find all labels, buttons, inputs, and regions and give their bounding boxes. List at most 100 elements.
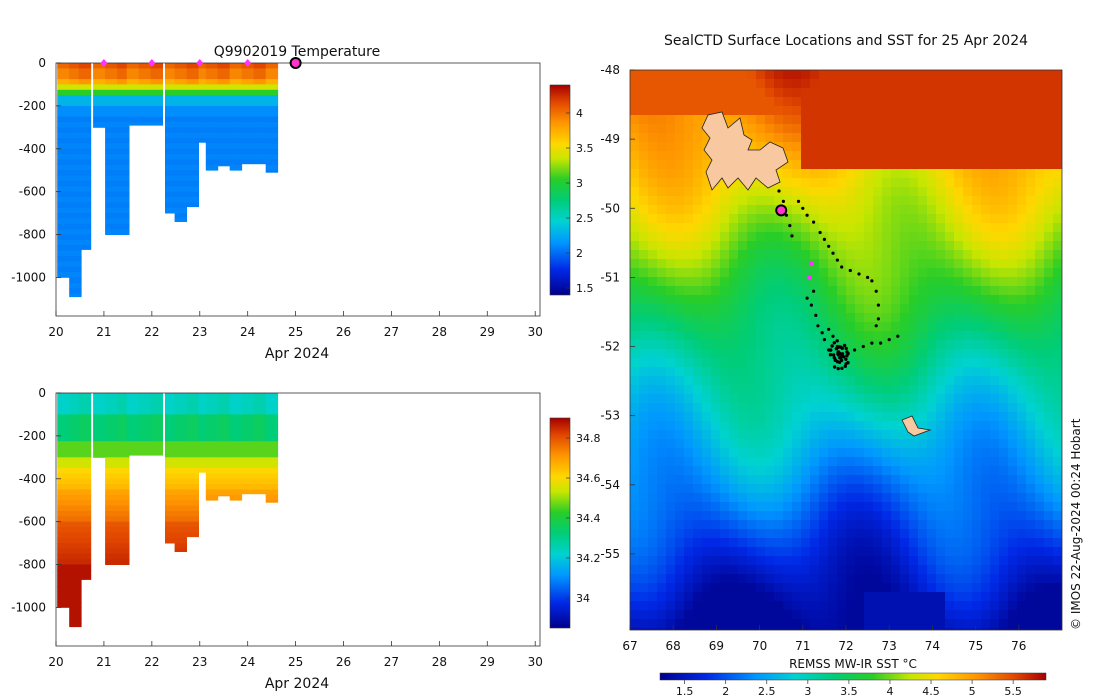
lon-tick-label: 76 [1011,639,1026,653]
sst-cell [882,97,892,107]
section-cell [57,500,70,506]
sst-cell [810,151,820,161]
section-cell [165,164,178,171]
sst-cell [693,268,703,278]
sst-cell [702,421,712,431]
sst-cell [981,223,991,233]
sst-cell [828,88,838,98]
section-cell [150,73,163,80]
sst-cell [1035,223,1045,233]
sst-cell [819,196,829,206]
sst-cell [828,547,838,557]
sst-cell [738,520,748,530]
sst-cell [918,205,928,215]
sst-cell [954,439,964,449]
section-cell [241,473,255,480]
sst-cell [990,178,1000,188]
sst-cell [927,376,937,386]
sst-cell [657,313,667,323]
sst-cell [756,565,766,575]
section-cell [265,95,279,101]
sst-cell [729,106,739,116]
section-cell [117,409,130,415]
sst-cell [990,520,1000,530]
section-cell [69,272,82,278]
sst-cell [945,574,955,584]
sst-cell [882,250,892,260]
sst-cell [963,367,973,377]
sst-cell [1008,70,1018,80]
sst-cell [1044,106,1054,116]
sst-colorbar-tick-label: 3.5 [840,685,858,698]
sst-cell [801,115,811,125]
section-cell [150,122,163,126]
sst-cell [945,277,955,287]
sst-cell [702,70,712,80]
sst-cell [927,430,937,440]
sst-cell [945,610,955,620]
sst-cell [819,313,829,323]
sst-cell [711,70,721,80]
sst-cell [675,250,685,260]
sst-cell [873,556,883,566]
sst-cell [891,97,901,107]
sst-cell [783,133,793,143]
sst-cell [882,565,892,575]
sst-cell [675,376,685,386]
sst-cell [648,196,658,206]
sst-cell [891,151,901,161]
section-cell [165,537,178,544]
sst-cell [999,511,1009,521]
sst-cell [981,430,991,440]
sst-cell [945,340,955,350]
sst-cell [720,313,730,323]
section-cell [117,393,130,399]
section-cell [205,159,219,166]
sst-cell [1026,565,1036,575]
sst-cell [864,178,874,188]
colorbar-tick-label: 34.8 [576,432,601,445]
sst-cell [738,349,748,359]
sst-cell [648,79,658,89]
sst-cell [963,484,973,494]
section-cell [93,425,106,431]
sst-cell [630,538,640,548]
sst-cell [837,583,847,593]
sst-cell [927,412,937,422]
sst-cell [1044,304,1054,314]
sst-cell [954,277,964,287]
sst-cell [810,187,820,197]
section-cell [105,148,118,155]
section-cell [69,505,82,512]
sst-cell [954,502,964,512]
sst-cell [801,340,811,350]
sst-cell [945,187,955,197]
sst-cell [684,475,694,485]
track-point [832,341,836,345]
sst-cell [657,439,667,449]
imos-credit: © IMOS 22-Aug-2024 00:24 Hobart [1069,418,1083,630]
sst-cell [891,529,901,539]
sst-cell [738,484,748,494]
sst-cell [702,79,712,89]
sst-cell [630,412,640,422]
sst-cell [702,133,712,143]
sst-cell [1053,376,1062,386]
sst-cell [864,241,874,251]
x-tick-label: 20 [48,325,63,339]
section-cell [105,543,118,549]
section-cell [265,170,279,173]
section-cell [117,516,130,523]
section-cell [69,468,82,474]
sst-cell [1008,106,1018,116]
sst-cell [810,250,820,260]
section-cell [165,414,178,421]
sst-cell [738,430,748,440]
section-cell [186,468,199,474]
sst-cell [1044,88,1054,98]
sst-cell [990,322,1000,332]
sst-cell [855,88,865,98]
sst-cell [1017,628,1027,630]
sst-cell [999,286,1009,296]
sst-cell [927,475,937,485]
